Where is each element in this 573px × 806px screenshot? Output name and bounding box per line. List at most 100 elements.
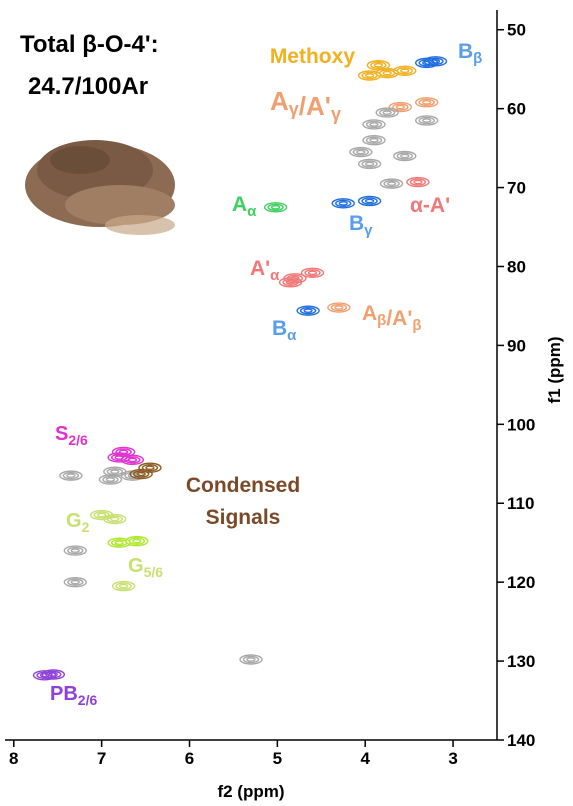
- label-subscript: β: [473, 50, 482, 67]
- y-tick-label: 60: [507, 100, 526, 119]
- cross-peak: [376, 108, 398, 117]
- y-tick-label: 100: [507, 415, 535, 434]
- peak-label: PB2/6: [50, 683, 97, 708]
- label-subscript: 5/6: [144, 564, 164, 580]
- label-text: Condensed: [186, 474, 300, 497]
- label-text: A: [270, 86, 289, 116]
- peak-label: A'α: [250, 257, 280, 284]
- peak-label: α-A': [410, 194, 450, 217]
- contour: [423, 101, 431, 104]
- contour: [120, 585, 128, 588]
- cross-peak: [359, 196, 381, 205]
- contour: [423, 119, 431, 122]
- contour: [272, 206, 280, 209]
- x-tick-label: 6: [185, 749, 194, 768]
- title: 24.7/100Ar: [28, 73, 148, 100]
- cross-peak: [42, 670, 64, 679]
- cross-peak: [416, 116, 438, 125]
- cross-peak: [64, 546, 86, 555]
- cross-peak: [381, 179, 403, 188]
- contour: [374, 64, 382, 67]
- cross-peak: [240, 655, 262, 664]
- label-text: Methoxy: [270, 45, 356, 68]
- label-text: G: [66, 510, 82, 532]
- contour: [247, 658, 255, 661]
- cross-peak: [130, 470, 152, 479]
- label-subscript: β: [412, 317, 421, 334]
- cross-peak: [302, 268, 324, 277]
- peak-label: Condensed: [186, 474, 300, 497]
- contour: [98, 513, 106, 516]
- cross-peak: [359, 159, 381, 168]
- label-text: A: [232, 193, 247, 216]
- label-subscript: γ: [364, 222, 373, 239]
- cross-peak: [265, 203, 287, 212]
- y-tick-label: 110: [507, 494, 534, 513]
- cross-peak: [367, 61, 389, 70]
- contour: [388, 182, 396, 185]
- y-tick-label: 140: [507, 731, 535, 750]
- contour: [401, 154, 409, 157]
- peak-label: Signals: [206, 506, 281, 529]
- peak-label: G2: [66, 510, 90, 535]
- label-text: Signals: [206, 506, 281, 529]
- y-tick-label: 130: [507, 652, 535, 671]
- peak-label: S2/6: [55, 423, 88, 448]
- peak-label: Methoxy: [270, 45, 356, 68]
- peak-label: G5/6: [128, 555, 163, 580]
- contour: [115, 541, 123, 544]
- x-tick-label: 5: [273, 749, 282, 768]
- label-subscript: β: [377, 312, 386, 329]
- label-text: B: [349, 212, 364, 235]
- x-tick-label: 7: [97, 749, 106, 768]
- contour: [366, 162, 374, 165]
- contour: [366, 199, 374, 202]
- label-text: S: [55, 423, 68, 445]
- label-text: G: [128, 555, 144, 577]
- x-tick-label: 8: [9, 749, 18, 768]
- contour: [383, 72, 391, 75]
- cross-peak: [297, 306, 319, 315]
- label-subscript: γ: [331, 104, 341, 124]
- contour: [339, 202, 347, 205]
- label-text: B: [458, 40, 473, 63]
- contour: [67, 474, 75, 477]
- contour: [133, 540, 141, 543]
- label-subscript: 2/6: [78, 692, 98, 708]
- contour: [370, 139, 378, 142]
- peak-label: Aγ/A'γ: [270, 86, 341, 124]
- peak-label: Aβ/A'β: [362, 302, 421, 334]
- label-text: B: [272, 317, 287, 340]
- label-subscript: α: [287, 327, 297, 344]
- contour: [401, 69, 409, 72]
- contour: [396, 105, 404, 108]
- cross-peak: [60, 471, 82, 480]
- x-tick-label: 3: [448, 749, 457, 768]
- label-text: PB: [50, 683, 78, 705]
- peak-label: Bγ: [349, 212, 373, 239]
- contour: [111, 470, 119, 473]
- title: Total β-O-4':: [20, 31, 159, 58]
- y-tick-label: 70: [507, 179, 526, 198]
- powder-image: [25, 140, 175, 235]
- powder: [50, 146, 110, 174]
- label-subscript: 2/6: [68, 432, 88, 448]
- y-tick-label: 50: [507, 21, 526, 40]
- cross-peak: [394, 152, 416, 161]
- contour: [111, 517, 119, 520]
- y-tick-label: 90: [507, 336, 526, 355]
- label-text: A': [250, 257, 270, 280]
- peak-label: Bβ: [458, 40, 482, 67]
- peak-label: Bα: [272, 317, 297, 344]
- label-subscript: α: [270, 267, 280, 284]
- cross-peak: [394, 66, 416, 75]
- y-tick-label: 80: [507, 257, 526, 276]
- cross-peak: [425, 57, 447, 66]
- contour: [357, 150, 365, 153]
- label-text: α-A': [410, 194, 450, 217]
- chart: Total β-O-4': 24.7/100Ar f2 (ppm) f1 (pp…: [0, 0, 573, 806]
- cross-peak: [350, 148, 372, 157]
- contour: [71, 549, 79, 552]
- cross-peak: [126, 537, 148, 546]
- cross-peak: [99, 475, 121, 484]
